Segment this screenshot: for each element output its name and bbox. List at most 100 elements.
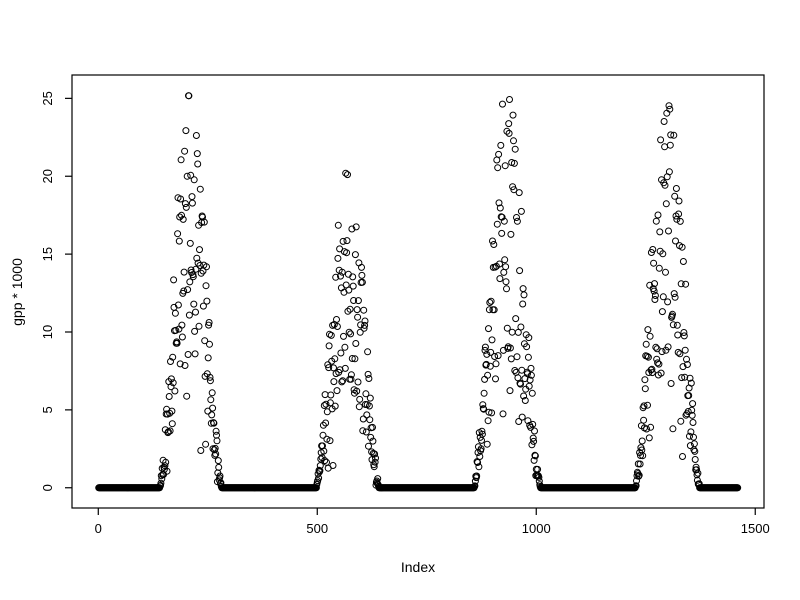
data-point (669, 321, 677, 329)
data-point (495, 199, 503, 207)
data-point (658, 348, 666, 356)
data-point (320, 447, 328, 455)
data-point (214, 457, 222, 465)
data-point (196, 262, 204, 269)
data-point (667, 131, 675, 139)
data-point (670, 290, 678, 298)
data-point (333, 316, 340, 323)
data-point (535, 473, 543, 481)
data-point (345, 286, 353, 294)
data-point (338, 268, 346, 276)
data-point (638, 437, 646, 445)
data-point (319, 431, 327, 439)
data-point (664, 343, 672, 351)
data-point (196, 185, 204, 193)
data-point (687, 379, 695, 387)
data-point (173, 339, 181, 347)
data-point (167, 383, 175, 391)
data-point (329, 462, 337, 469)
data-point (193, 254, 201, 262)
data-point (486, 362, 494, 370)
data-point (330, 378, 338, 386)
data-point (647, 423, 655, 431)
data-point (167, 375, 175, 383)
data-point (484, 371, 492, 379)
data-point (654, 359, 662, 367)
data-point (636, 460, 644, 468)
data-point (181, 200, 189, 208)
data-point (473, 472, 481, 480)
data-point (517, 323, 525, 331)
data-point (531, 427, 538, 435)
data-point (185, 92, 193, 100)
data-point (669, 425, 677, 433)
data-point (657, 136, 665, 144)
data-point (484, 417, 492, 425)
data-point (679, 258, 687, 265)
data-point (531, 452, 539, 460)
data-point (321, 457, 329, 465)
data-point (661, 181, 669, 189)
data-point (496, 275, 504, 283)
data-point (683, 355, 690, 363)
data-point (330, 364, 337, 372)
data-point (495, 150, 503, 158)
data-point (480, 389, 488, 397)
data-point (502, 278, 510, 286)
data-point (348, 355, 356, 362)
data-point (196, 246, 203, 254)
data-point (351, 251, 359, 259)
data-point (680, 329, 688, 336)
data-point (371, 458, 379, 466)
data-point (530, 437, 538, 445)
data-point (646, 332, 654, 340)
data-point (355, 259, 363, 267)
data-point (183, 392, 191, 400)
data-point (479, 401, 487, 409)
data-point (496, 204, 504, 212)
data-point (671, 192, 679, 200)
data-point (674, 331, 682, 339)
data-point (481, 375, 489, 383)
data-point (361, 317, 369, 325)
data-point (179, 215, 187, 223)
data-point (526, 376, 534, 384)
data-point (180, 287, 188, 295)
data-point (185, 311, 193, 319)
data-point (191, 327, 199, 335)
data-point (333, 323, 341, 330)
data-point (524, 370, 531, 378)
data-point (488, 409, 496, 417)
data-point (364, 348, 372, 356)
data-point (171, 309, 179, 317)
data-point (181, 147, 189, 155)
data-point (158, 475, 166, 483)
data-point (182, 203, 190, 211)
data-point (513, 214, 520, 221)
data-point (187, 266, 195, 274)
data-point (186, 239, 194, 247)
data-point (517, 207, 525, 215)
data-point (641, 376, 649, 384)
data-point (693, 466, 701, 474)
data-point (347, 371, 355, 379)
data-point (498, 229, 506, 237)
data-point (734, 484, 742, 492)
data-point (210, 419, 218, 427)
data-point (510, 186, 518, 194)
data-point (351, 355, 359, 363)
data-point (347, 375, 355, 383)
data-point (352, 223, 360, 231)
data-point (215, 463, 223, 471)
data-point (344, 171, 351, 179)
data-point (365, 402, 373, 410)
data-point (331, 402, 339, 410)
data-point (354, 313, 362, 321)
data-point (320, 402, 328, 409)
data-point (654, 211, 662, 219)
data-point (319, 442, 326, 450)
data-point (358, 278, 366, 286)
x-tick-label: 500 (306, 521, 328, 536)
data-point (177, 195, 185, 203)
